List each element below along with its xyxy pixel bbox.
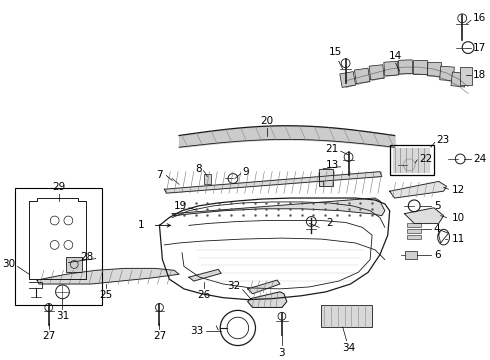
Text: 28: 28 [80, 252, 94, 262]
Bar [321, 306, 372, 327]
Bar [413, 60, 427, 74]
Text: 14: 14 [389, 51, 402, 61]
Bar [398, 60, 413, 74]
Bar [319, 169, 333, 186]
Text: 7: 7 [156, 170, 162, 180]
Bar [369, 65, 384, 80]
Text: 9: 9 [243, 167, 249, 177]
Text: 26: 26 [197, 290, 210, 300]
Bar [390, 145, 434, 175]
Text: 3: 3 [279, 348, 285, 359]
Text: 27: 27 [42, 331, 55, 341]
Text: 6: 6 [434, 250, 441, 260]
Text: 10: 10 [451, 212, 465, 222]
Text: 29: 29 [52, 182, 65, 192]
Polygon shape [37, 268, 179, 284]
Bar [460, 67, 472, 85]
Text: 17: 17 [473, 42, 486, 53]
Text: 24: 24 [473, 154, 486, 164]
Text: 8: 8 [195, 164, 201, 174]
Text: 34: 34 [342, 343, 355, 352]
Polygon shape [189, 269, 221, 281]
Text: 11: 11 [451, 234, 465, 244]
Bar [405, 251, 417, 258]
Bar [340, 72, 356, 87]
Polygon shape [404, 208, 443, 224]
Text: 1: 1 [138, 220, 145, 230]
Bar [16, 188, 101, 306]
Text: 13: 13 [325, 160, 339, 170]
Polygon shape [172, 198, 385, 216]
Bar [407, 224, 421, 227]
Text: 21: 21 [325, 144, 339, 154]
Bar [440, 66, 454, 81]
Bar [67, 257, 82, 272]
Polygon shape [390, 181, 446, 198]
Polygon shape [247, 280, 280, 294]
Text: 15: 15 [329, 48, 343, 57]
Bar [384, 61, 398, 76]
Text: 18: 18 [473, 70, 486, 80]
Text: 27: 27 [153, 331, 166, 341]
Text: 22: 22 [419, 154, 432, 164]
Bar [203, 174, 211, 184]
Bar [407, 229, 421, 233]
Text: 32: 32 [227, 281, 241, 291]
Bar [407, 235, 421, 239]
Bar [354, 68, 370, 84]
Text: 33: 33 [190, 326, 203, 336]
Text: 20: 20 [261, 116, 274, 126]
Polygon shape [392, 148, 429, 172]
Text: 19: 19 [173, 201, 187, 211]
Bar [427, 62, 441, 76]
Text: 2: 2 [326, 219, 333, 229]
Text: 31: 31 [56, 311, 69, 321]
Text: 4: 4 [434, 224, 441, 234]
Text: 23: 23 [437, 135, 450, 145]
Bar [451, 72, 466, 87]
Polygon shape [247, 292, 287, 307]
Text: 25: 25 [99, 290, 112, 300]
Text: 5: 5 [434, 201, 441, 211]
Text: 16: 16 [473, 13, 486, 23]
Text: 12: 12 [451, 185, 465, 195]
Polygon shape [164, 172, 382, 193]
Text: 30: 30 [2, 260, 16, 270]
